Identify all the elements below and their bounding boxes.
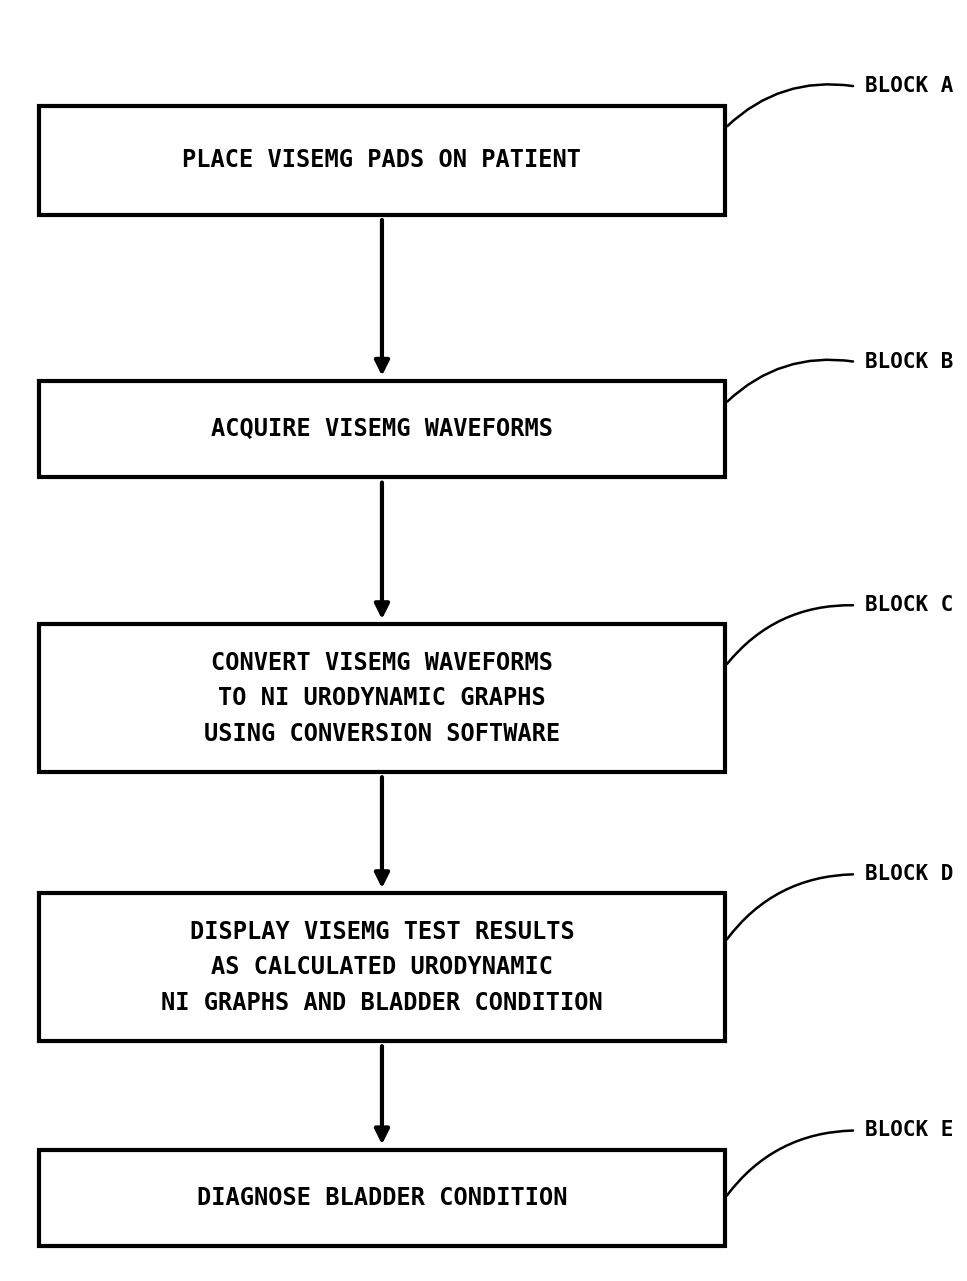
Text: BLOCK D: BLOCK D <box>865 865 953 884</box>
Text: DIAGNOSE BLADDER CONDITION: DIAGNOSE BLADDER CONDITION <box>196 1186 568 1209</box>
Text: PLACE VISEMG PADS ON PATIENT: PLACE VISEMG PADS ON PATIENT <box>183 149 581 172</box>
Text: CONVERT VISEMG WAVEFORMS
TO NI URODYNAMIC GRAPHS
USING CONVERSION SOFTWARE: CONVERT VISEMG WAVEFORMS TO NI URODYNAMI… <box>204 651 560 746</box>
Text: BLOCK E: BLOCK E <box>865 1121 953 1140</box>
Bar <box>39 105 725 214</box>
Text: BLOCK B: BLOCK B <box>865 352 953 371</box>
Bar <box>39 1150 725 1245</box>
Bar <box>39 382 725 477</box>
Text: ACQUIRE VISEMG WAVEFORMS: ACQUIRE VISEMG WAVEFORMS <box>211 418 553 441</box>
Bar <box>39 894 725 1040</box>
Text: BLOCK C: BLOCK C <box>865 596 953 615</box>
Text: DISPLAY VISEMG TEST RESULTS
AS CALCULATED URODYNAMIC
NI GRAPHS AND BLADDER CONDI: DISPLAY VISEMG TEST RESULTS AS CALCULATE… <box>161 920 602 1015</box>
Text: BLOCK A: BLOCK A <box>865 77 953 96</box>
Bar <box>39 624 725 771</box>
